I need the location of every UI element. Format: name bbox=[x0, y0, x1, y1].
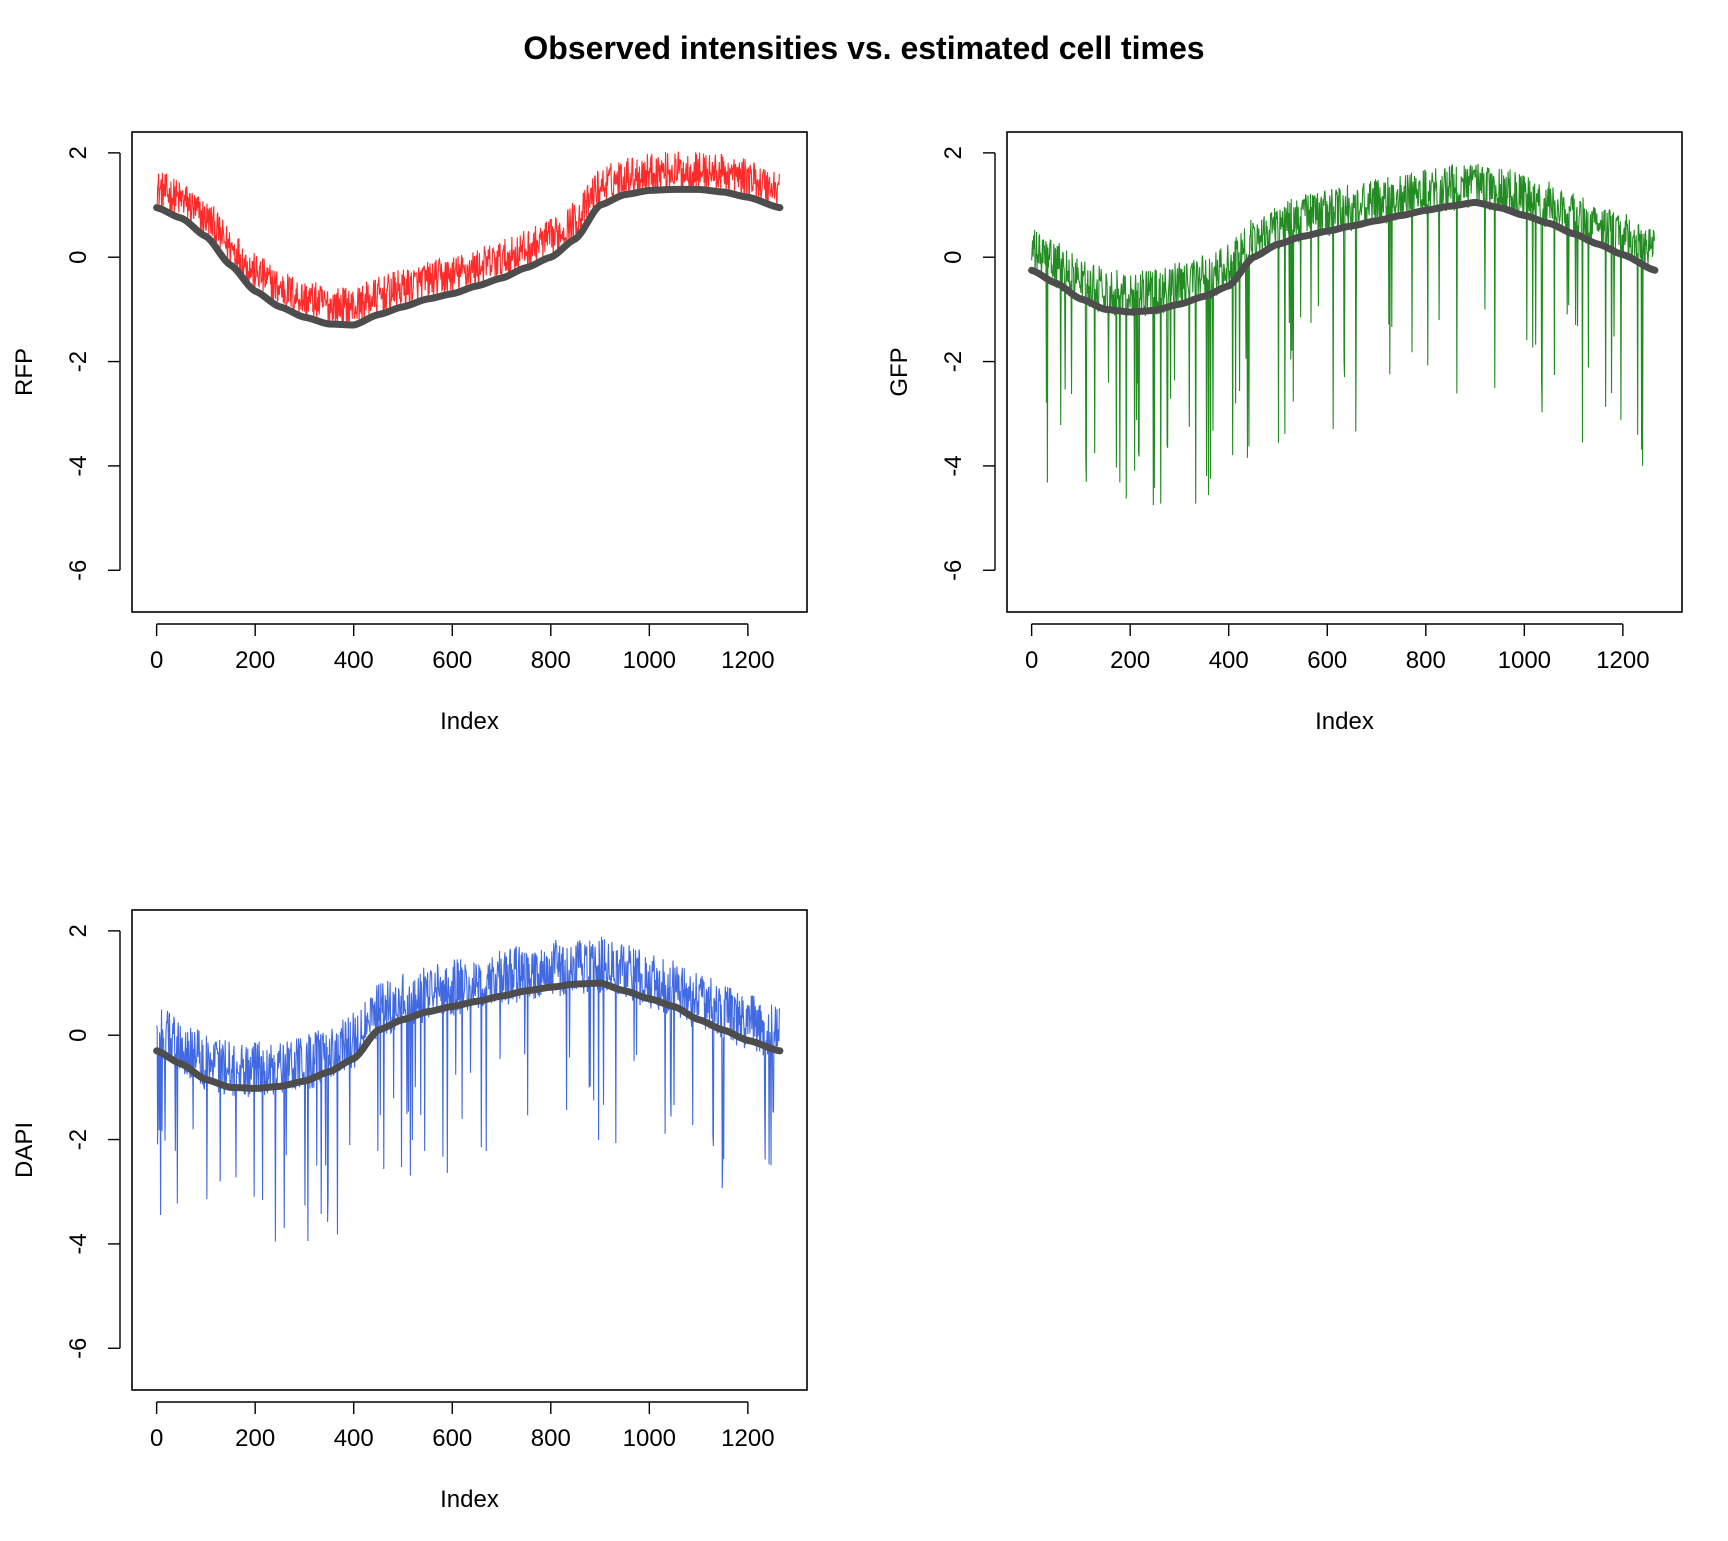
x-tick-label: 0 bbox=[1025, 647, 1038, 674]
y-tick-label: 2 bbox=[940, 146, 967, 159]
x-tick-label: 600 bbox=[432, 647, 472, 674]
x-tick-label: 1000 bbox=[1498, 647, 1551, 674]
fitted-curve bbox=[153, 979, 784, 1092]
y-tick-label: -6 bbox=[65, 560, 92, 581]
plot-frame bbox=[1006, 131, 1683, 613]
y-tick-label: -4 bbox=[65, 1233, 92, 1254]
x-tick-label: 800 bbox=[531, 647, 571, 674]
x-tick-label: 600 bbox=[1307, 647, 1347, 674]
x-axis-label: Index bbox=[1315, 708, 1374, 735]
y-axis-label: DAPI bbox=[11, 1122, 38, 1178]
x-tick-label: 600 bbox=[432, 1425, 472, 1452]
y-tick-label: -2 bbox=[65, 1129, 92, 1150]
plot-frame bbox=[131, 131, 808, 613]
x-tick-label: 1200 bbox=[721, 1425, 774, 1452]
x-tick-label: 0 bbox=[150, 647, 163, 674]
fitted-curve bbox=[1028, 198, 1659, 316]
x-axis-label: Index bbox=[440, 1486, 499, 1513]
y-tick-label: 0 bbox=[65, 1029, 92, 1042]
x-tick-label: 400 bbox=[334, 1425, 374, 1452]
observed-trace bbox=[1031, 163, 1655, 506]
x-tick-label: 400 bbox=[1209, 647, 1249, 674]
x-tick-label: 200 bbox=[235, 1425, 275, 1452]
x-tick-label: 0 bbox=[150, 1425, 163, 1452]
panel-rfp: 0 200 400 600 800 1000 1200 Index 2 0 -2 -4 -6 RFP bbox=[11, 131, 808, 735]
fitted-curve bbox=[153, 185, 784, 329]
x-tick-label: 400 bbox=[334, 647, 374, 674]
panel-dapi: 0 200 400 600 800 1000 1200 Index 2 0 -2 -4 -6 DAPI bbox=[11, 909, 808, 1513]
y-axis-label: GFP bbox=[886, 347, 913, 396]
plot-frame bbox=[131, 909, 808, 1391]
y-tick-label: 0 bbox=[940, 251, 967, 264]
x-tick-label: 800 bbox=[1406, 647, 1446, 674]
x-tick-label: 1000 bbox=[623, 647, 676, 674]
y-tick-label: 2 bbox=[65, 924, 92, 937]
x-axis-label: Index bbox=[440, 708, 499, 735]
x-tick-label: 1000 bbox=[623, 1425, 676, 1452]
x-tick-label: 1200 bbox=[1596, 647, 1649, 674]
y-tick-label: 2 bbox=[65, 146, 92, 159]
panel-gfp: 0 200 400 600 800 1000 1200 Index 2 0 -2 -4 -6 GFP bbox=[886, 131, 1683, 735]
observed-trace bbox=[156, 151, 780, 327]
y-tick-label: -6 bbox=[940, 560, 967, 581]
y-tick-label: 0 bbox=[65, 251, 92, 264]
y-tick-label: -6 bbox=[65, 1338, 92, 1359]
x-tick-label: 200 bbox=[235, 647, 275, 674]
x-tick-label: 1200 bbox=[721, 647, 774, 674]
y-tick-label: -2 bbox=[940, 351, 967, 372]
y-tick-label: -4 bbox=[65, 455, 92, 476]
y-tick-label: -4 bbox=[940, 455, 967, 476]
x-tick-label: 200 bbox=[1110, 647, 1150, 674]
y-axis-label: RFP bbox=[11, 348, 38, 396]
figure-title: Observed intensities vs. estimated cell … bbox=[523, 30, 1205, 66]
x-tick-label: 800 bbox=[531, 1425, 571, 1452]
y-tick-label: -2 bbox=[65, 351, 92, 372]
